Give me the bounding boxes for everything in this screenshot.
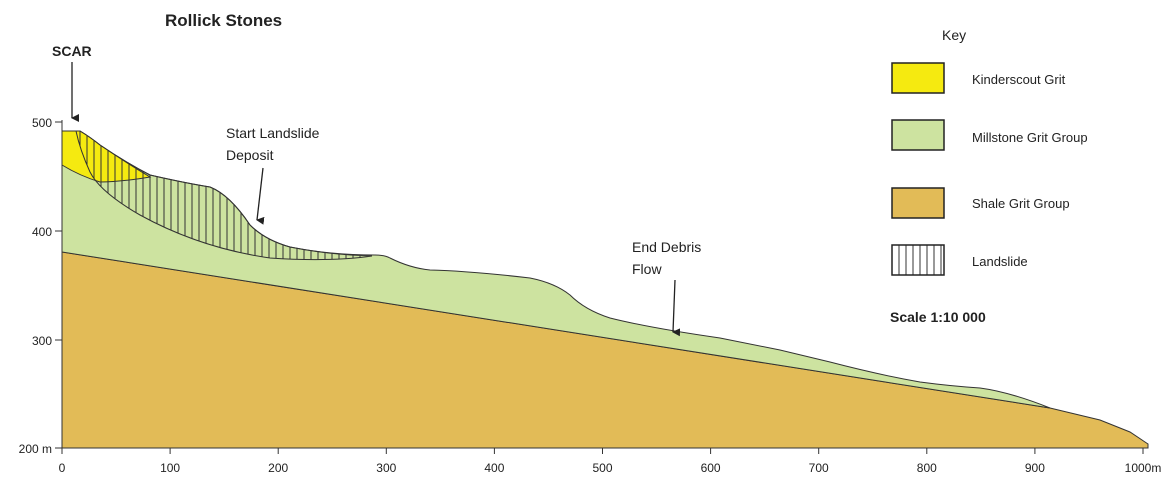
title: Rollick Stones xyxy=(165,11,282,30)
key-label: Kinderscout Grit xyxy=(972,72,1066,87)
y-tick-label: 200 m xyxy=(19,442,52,456)
key-swatch xyxy=(891,119,945,151)
x-tick-label: 100 xyxy=(160,461,180,475)
x-tick-label: 800 xyxy=(917,461,937,475)
x-tick-label: 0 xyxy=(59,461,66,475)
key-swatch xyxy=(891,62,945,94)
scale: Scale 1:10 000 xyxy=(890,309,986,325)
key-label: Landslide xyxy=(972,254,1028,269)
key-swatch xyxy=(891,244,945,276)
key-title: Key xyxy=(942,27,966,43)
annotation: Flow xyxy=(632,261,662,277)
y-tick-label: 300 xyxy=(32,334,52,348)
x-tick-label: 1000m xyxy=(1125,461,1162,475)
key-label: Millstone Grit Group xyxy=(972,130,1088,145)
landslide xyxy=(75,130,373,261)
annotation: Deposit xyxy=(226,147,274,163)
annotation: SCAR xyxy=(52,43,92,59)
arrow xyxy=(256,167,265,225)
y-tick-label: 500 xyxy=(32,116,52,130)
x-tick-label: 200 xyxy=(268,461,288,475)
x-tick-label: 900 xyxy=(1025,461,1045,475)
x-tick-label: 700 xyxy=(809,461,829,475)
key-swatch xyxy=(891,187,945,219)
x-tick-label: 600 xyxy=(701,461,721,475)
key-label: Shale Grit Group xyxy=(972,196,1070,211)
shale-layer xyxy=(61,251,1149,449)
arrow xyxy=(672,279,681,337)
y-tick-label: 400 xyxy=(32,225,52,239)
x-tick-label: 400 xyxy=(484,461,504,475)
x-tick-label: 500 xyxy=(592,461,612,475)
annotation: Start Landslide xyxy=(226,125,320,141)
annotation: End Debris xyxy=(632,239,701,255)
x-tick-label: 300 xyxy=(376,461,396,475)
